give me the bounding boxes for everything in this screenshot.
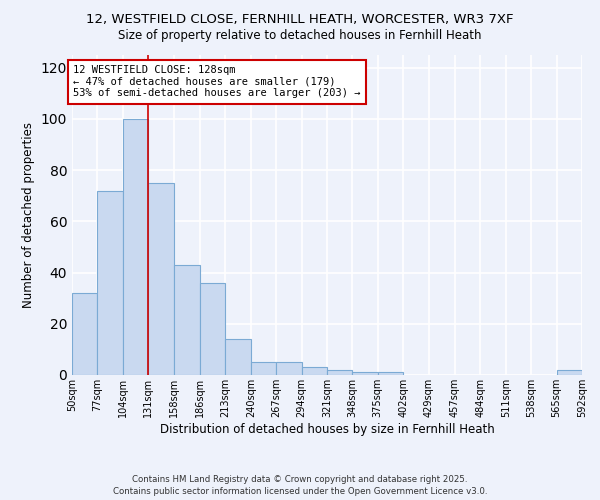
Bar bbox=[148, 183, 173, 375]
Y-axis label: Number of detached properties: Number of detached properties bbox=[22, 122, 35, 308]
Text: Size of property relative to detached houses in Fernhill Heath: Size of property relative to detached ho… bbox=[118, 29, 482, 42]
Text: Contains HM Land Registry data © Crown copyright and database right 2025.
Contai: Contains HM Land Registry data © Crown c… bbox=[113, 474, 487, 496]
Bar bbox=[276, 362, 302, 375]
Bar bbox=[378, 372, 403, 375]
Bar bbox=[200, 283, 226, 375]
Bar bbox=[327, 370, 352, 375]
X-axis label: Distribution of detached houses by size in Fernhill Heath: Distribution of detached houses by size … bbox=[160, 422, 494, 436]
Bar bbox=[302, 368, 327, 375]
Bar bbox=[251, 362, 276, 375]
Bar bbox=[352, 372, 378, 375]
Bar bbox=[557, 370, 582, 375]
Bar bbox=[97, 190, 123, 375]
Text: 12 WESTFIELD CLOSE: 128sqm
← 47% of detached houses are smaller (179)
53% of sem: 12 WESTFIELD CLOSE: 128sqm ← 47% of deta… bbox=[73, 65, 361, 98]
Bar bbox=[123, 119, 148, 375]
Bar bbox=[173, 265, 200, 375]
Text: 12, WESTFIELD CLOSE, FERNHILL HEATH, WORCESTER, WR3 7XF: 12, WESTFIELD CLOSE, FERNHILL HEATH, WOR… bbox=[86, 12, 514, 26]
Bar bbox=[226, 339, 251, 375]
Bar bbox=[72, 293, 97, 375]
